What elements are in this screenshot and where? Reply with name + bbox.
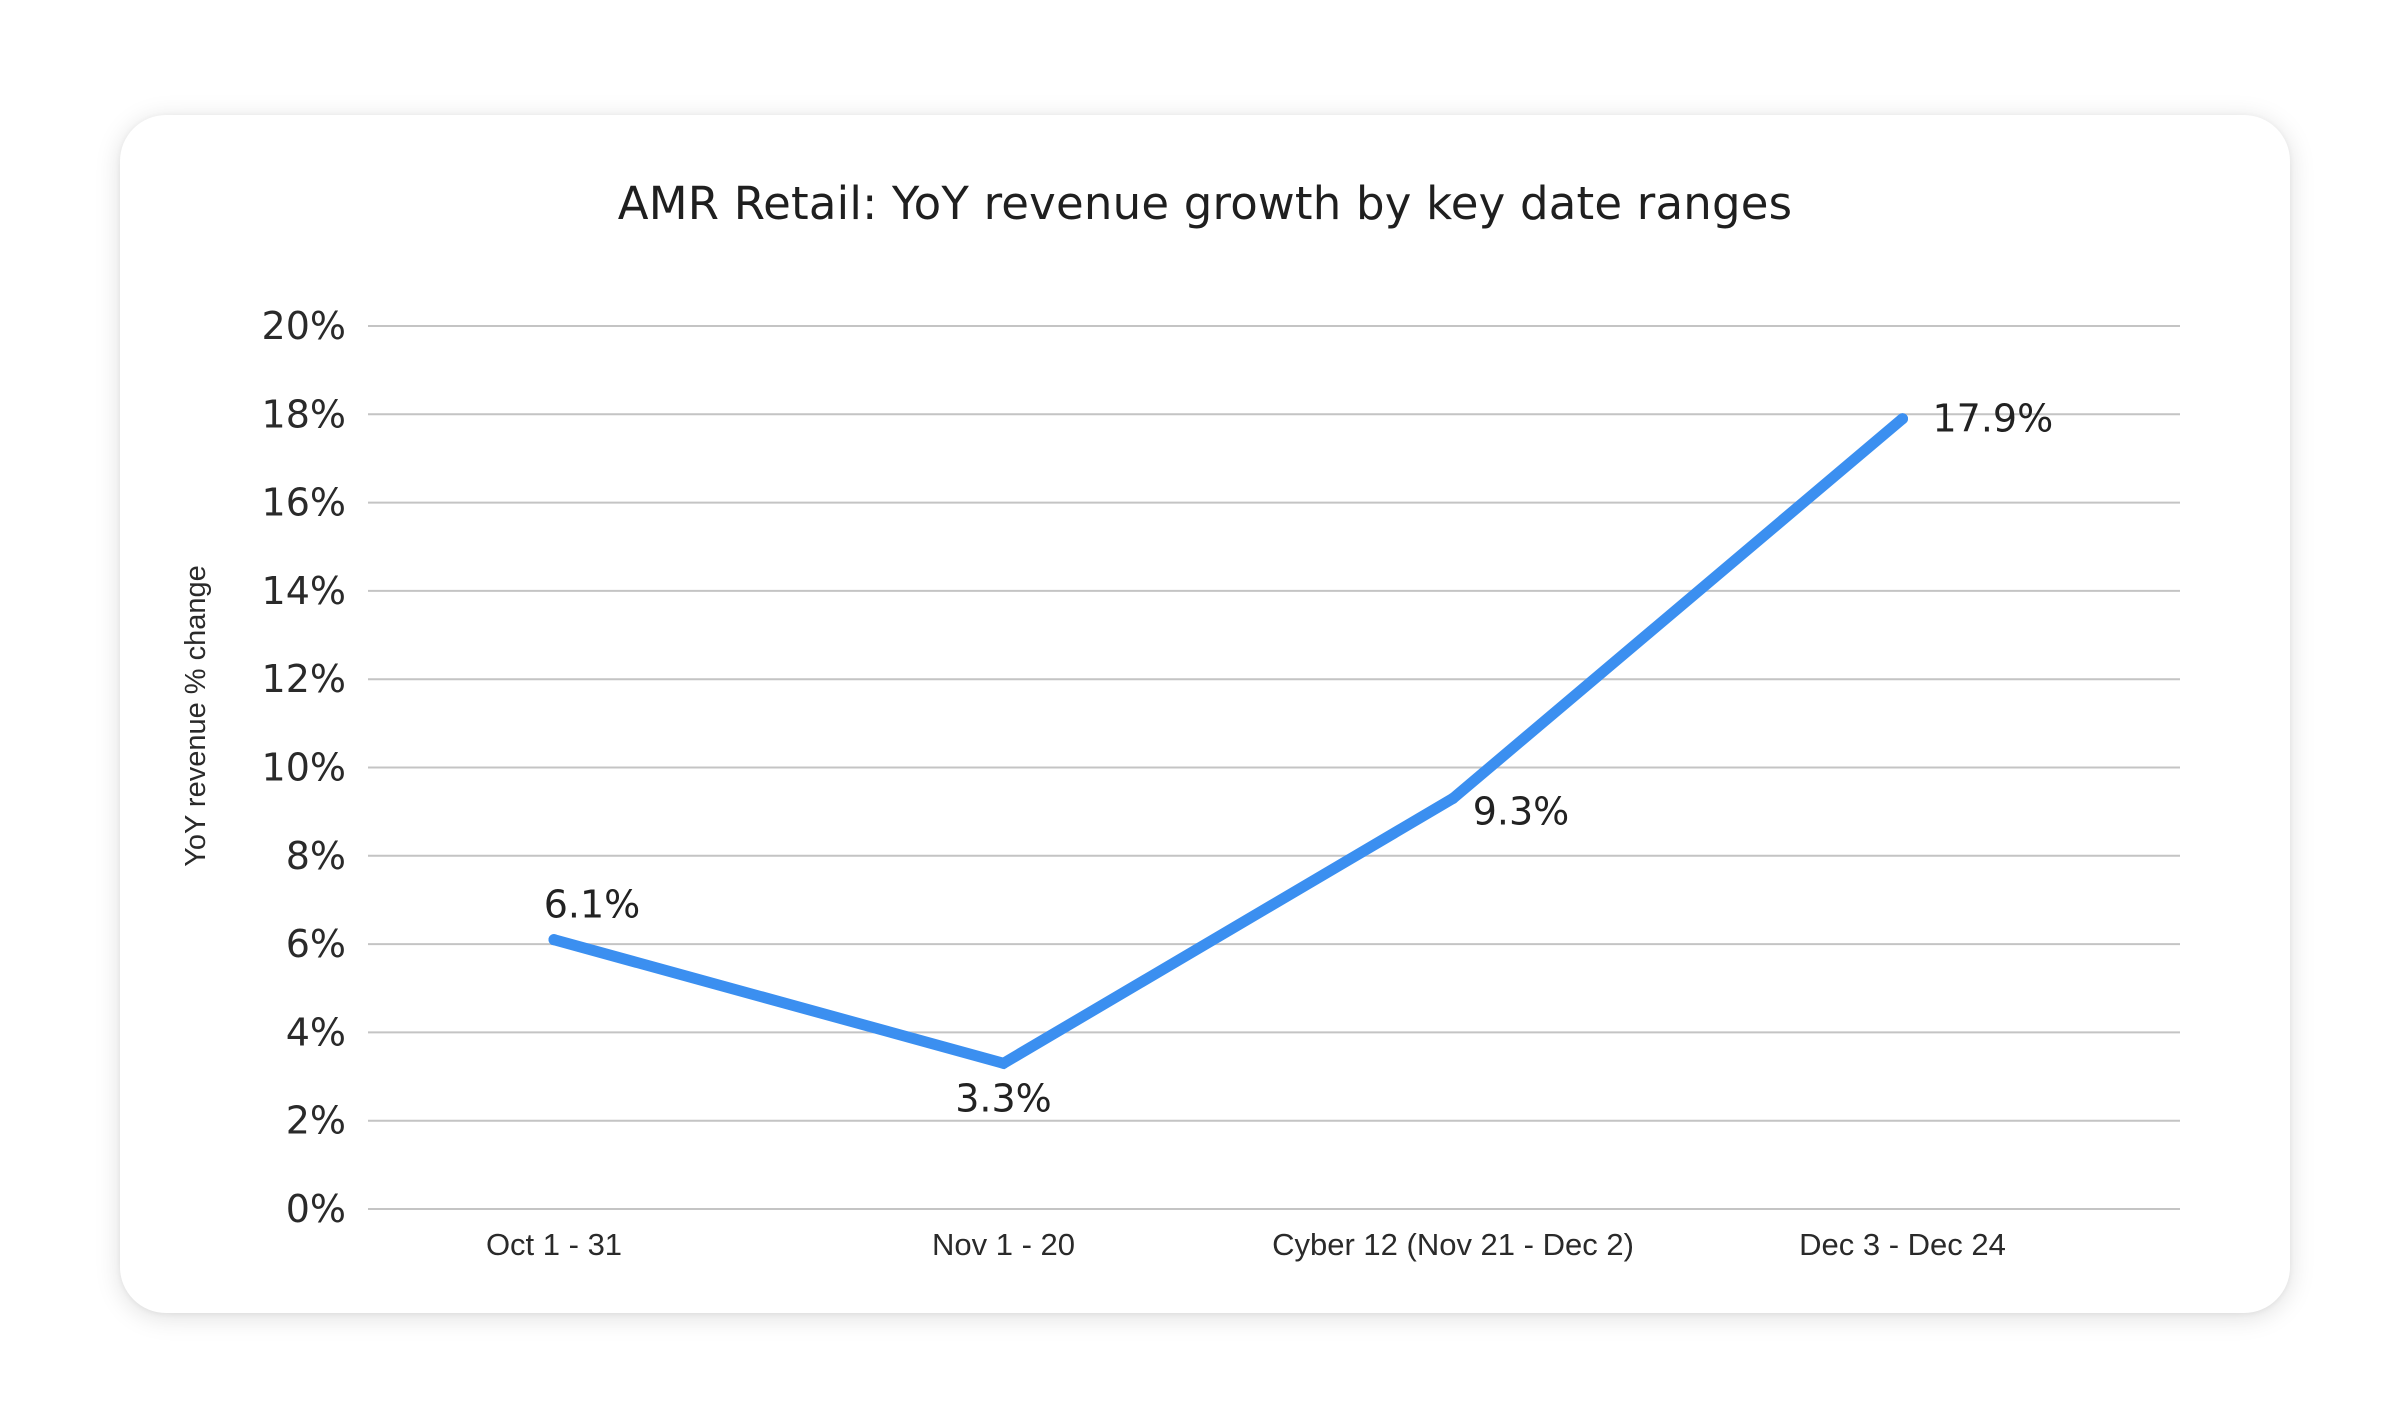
y-tick-label: 10% [262,746,346,790]
y-tick-label: 4% [286,1010,346,1054]
y-tick-label: 16% [262,481,346,525]
series-line [548,413,1908,1070]
series-growth [548,413,1908,1070]
x-tick-label: Nov 1 - 20 [932,1227,1075,1262]
y-tick-label: 20% [262,304,346,348]
y-tick-label: 2% [286,1099,346,1143]
y-tick-label: 0% [286,1187,346,1231]
data-label: 9.3% [1473,789,1570,833]
x-axis-ticks: Oct 1 - 31 Nov 1 - 20 Cyber 12 (Nov 21 - D… [486,1227,2006,1262]
x-tick-label: Cyber 12 (Nov 21 - Dec 2) [1272,1227,1634,1262]
data-point [1447,792,1459,804]
y-tick-label: 6% [286,922,346,966]
y-tick-label: 8% [286,834,346,878]
data-point [1897,413,1908,425]
data-label: 3.3% [955,1076,1052,1120]
y-axis-ticks: 0% 2% 4% 6% 8% 10% 12% 14% 16% 18% 20% [262,304,346,1231]
y-tick-label: 18% [262,392,346,436]
x-tick-label: Oct 1 - 31 [486,1227,622,1262]
data-label: 6.1% [544,883,641,927]
y-tick-label: 14% [262,569,346,613]
y-tick-label: 12% [262,657,346,701]
line-chart: 0% 2% 4% 6% 8% 10% 12% 14% 16% 18% 20% Oct 1 - 31 N… [180,304,2180,1262]
data-point [998,1057,1009,1069]
gridlines [368,325,2180,1210]
chart-card: AMR Retail: YoY revenue growth by key da… [120,115,2290,1313]
data-point [548,934,560,946]
chart-title: AMR Retail: YoY revenue growth by key da… [617,177,1793,230]
x-tick-label: Dec 3 - Dec 24 [1799,1227,2006,1262]
data-label: 17.9% [1933,397,2054,441]
y-axis-title: YoY revenue % change [180,565,212,867]
data-labels: 6.1% 3.3% 9.3% 17.9% [544,397,2053,1121]
